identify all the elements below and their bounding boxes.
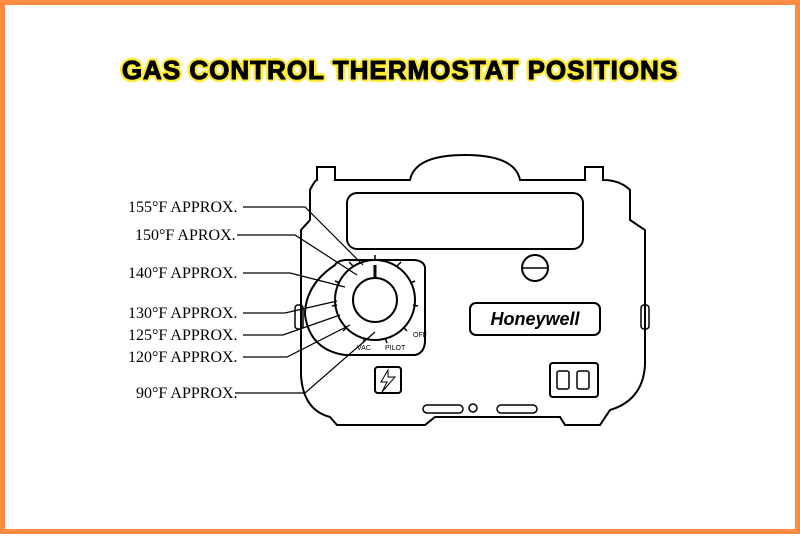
thermostat-diagram: VAC PILOT OFF Honeywell — [5, 5, 800, 539]
label-140: 140°F APPROX. — [128, 265, 238, 283]
svg-text:OFF: OFF — [413, 332, 427, 339]
display-window — [347, 193, 583, 249]
mount-slot-right — [497, 405, 537, 413]
mount-slot-left — [423, 405, 463, 413]
label-125: 125°F APPROX. — [128, 327, 238, 345]
dial-inner — [353, 278, 397, 322]
device-outline — [301, 155, 645, 425]
label-155: 155°F APPROX. — [128, 199, 238, 217]
dial-text: VAC PILOT OFF — [357, 332, 427, 352]
svg-text:PILOT: PILOT — [385, 345, 406, 352]
label-150: 150°F APROX. — [135, 227, 236, 245]
label-120: 120°F APPROX. — [128, 349, 238, 367]
lightning-icon — [381, 370, 395, 392]
label-130: 130°F APPROX. — [128, 305, 238, 323]
brand-label: Honeywell — [490, 309, 580, 329]
label-90: 90°F APPROX. — [136, 385, 238, 403]
